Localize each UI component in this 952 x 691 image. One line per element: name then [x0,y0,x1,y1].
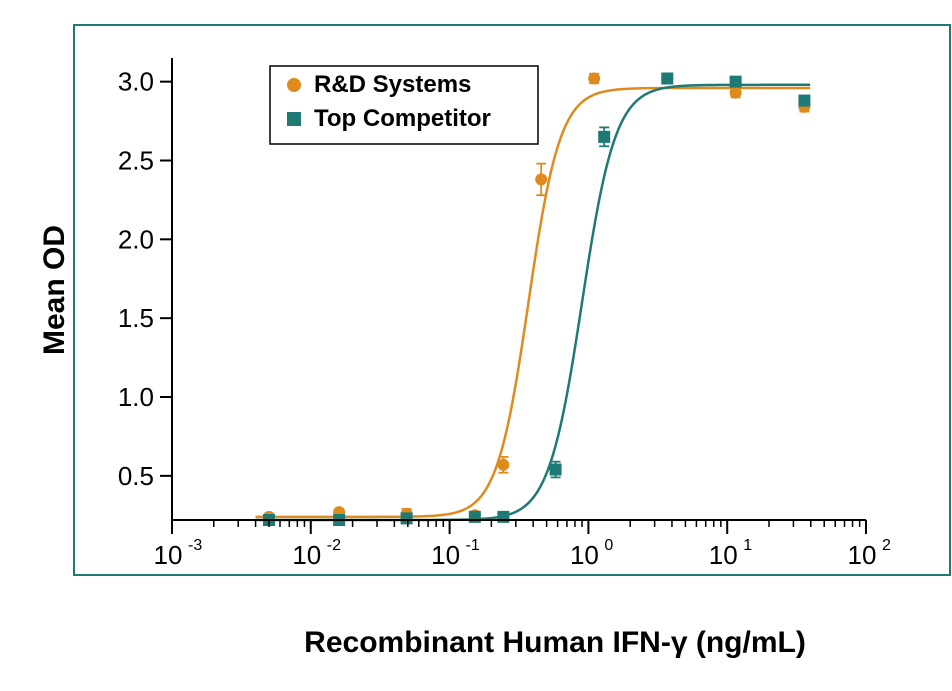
series-rd-fit-curve [256,88,811,517]
series-comp-fit-curve [256,85,811,520]
x-tick-exponent: -2 [327,537,341,554]
y-tick-label: 1.5 [118,303,154,333]
x-tick-label: 10 [431,540,460,570]
x-tick-exponent: 2 [882,537,891,554]
x-tick-label: 10 [848,540,877,570]
x-tick-exponent: -1 [466,537,480,554]
data-point [536,174,547,185]
x-tick-exponent: 0 [604,537,613,554]
data-point [730,76,741,87]
data-point [662,73,673,84]
y-axis-label: Mean OD [38,225,71,355]
legend-marker [287,78,301,92]
x-axis-label: Recombinant Human IFN-γ (ng/mL) [304,626,806,659]
legend-label: R&D Systems [314,71,471,98]
data-point [498,459,509,470]
x-tick-label: 10 [570,540,599,570]
data-point [550,464,561,475]
x-tick-label: 10 [154,540,183,570]
y-tick-label: 3.0 [118,67,154,97]
legend-label: Top Competitor [314,105,491,132]
data-point [599,131,610,142]
legend-marker [287,112,301,126]
data-point [401,513,412,524]
x-tick-exponent: -3 [188,537,202,554]
y-tick-label: 0.5 [118,461,154,491]
dose-response-chart: 0.51.01.52.02.53.010-310-210-1100101102 … [0,0,952,691]
y-tick-label: 1.0 [118,382,154,412]
legend: R&D Systems Top Competitor [270,66,538,144]
data-point [799,95,810,106]
x-tick-label: 10 [292,540,321,570]
data-point [730,87,741,98]
x-tick-exponent: 1 [743,537,752,554]
y-tick-label: 2.0 [118,224,154,254]
x-tick-label: 10 [709,540,738,570]
y-tick-label: 2.5 [118,145,154,175]
data-point [589,73,600,84]
